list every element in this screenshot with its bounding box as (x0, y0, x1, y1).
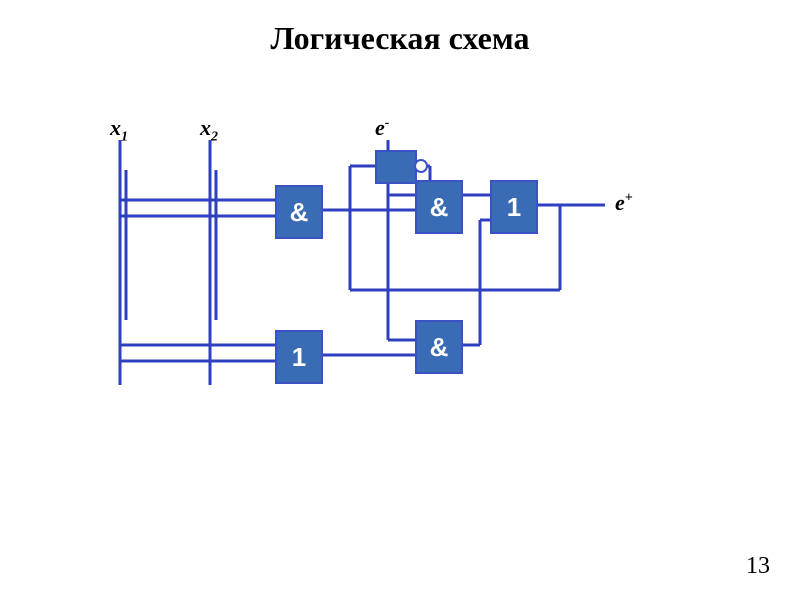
label-x1-sub: 1 (121, 129, 128, 144)
label-e-minus: e- (375, 115, 389, 141)
diagram-canvas: Логическая схема x1 x2 e- e+ & 1 & & 1 1… (0, 0, 800, 600)
label-x2: x2 (200, 115, 218, 145)
label-eminus-sup: - (385, 116, 390, 131)
page-number: 13 (746, 553, 770, 580)
gate-or-2: 1 (490, 180, 538, 234)
gate-and-2: & (415, 180, 463, 234)
label-x2-sub: 2 (211, 129, 218, 144)
label-eplus-sup: + (625, 191, 633, 206)
label-eplus-base: e (615, 190, 625, 215)
gate-and-3: & (415, 320, 463, 374)
gate-or-1: 1 (275, 330, 323, 384)
delay-element (375, 150, 417, 184)
label-e-plus: e+ (615, 190, 633, 216)
label-x1: x1 (110, 115, 128, 145)
wire-layer (0, 0, 800, 600)
label-x1-base: x (110, 115, 121, 140)
label-x2-base: x (200, 115, 211, 140)
delay-dot (414, 159, 428, 173)
label-eminus-base: e (375, 115, 385, 140)
gate-and-1: & (275, 185, 323, 239)
